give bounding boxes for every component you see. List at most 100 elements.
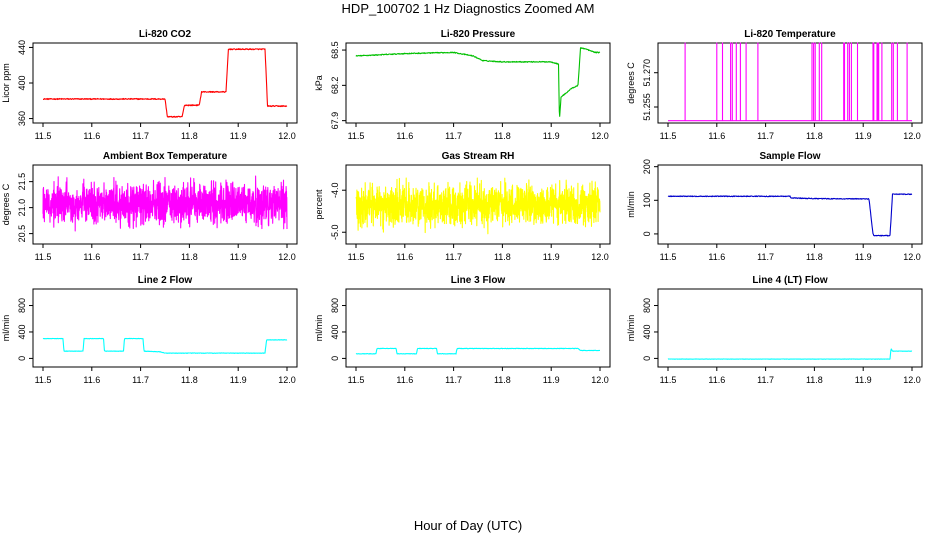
y-tick-label: 68.2 [330,77,340,95]
y-tick-label: 0 [642,356,652,361]
panel-title: Line 2 Flow [138,275,193,286]
series-line [42,337,288,354]
plot-frame [657,288,923,368]
y-tick-label: 51.255 [642,93,652,121]
series-line [667,42,913,122]
x-tick-label: 11.5 [348,131,365,141]
y-tick-label: 0 [642,231,652,236]
panel-title: Line 3 Flow [451,275,506,286]
x-tick-label: 11.5 [348,252,365,262]
x-tick-label: 11.5 [660,131,677,141]
y-axis-label: ml/min [626,315,636,342]
y-axis-label: ml/min [1,315,11,342]
x-tick-label: 11.6 [83,252,100,262]
panel-title: Li-820 Pressure [441,29,516,40]
x-tick-label: 12.0 [278,252,296,262]
panel-title: Line 4 (LT) Flow [752,275,828,286]
x-axis-label: Hour of Day (UTC) [413,518,523,533]
panel-7: Line 3 Flow ml/min 11.5 11.6 11.7 11.8 11.9 12.… [314,275,611,385]
y-axis-label: degrees C [626,62,636,104]
x-tick-label: 11.7 [445,375,462,385]
y-axis-label: ml/min [626,191,636,218]
y-axis-label: degrees C [1,183,11,225]
plot-frame [657,164,923,245]
x-tick-label: 11.9 [543,131,560,141]
x-tick-label: 11.7 [445,131,462,141]
plot-frame [345,288,611,368]
x-tick-label: 11.8 [494,375,511,385]
x-tick-label: 12.0 [278,375,296,385]
x-tick-label: 11.5 [660,375,677,385]
plot-frame [345,42,611,124]
y-tick-label: 400 [17,75,27,90]
y-tick-label: 67.9 [330,112,340,130]
y-tick-label: 400 [330,324,340,339]
x-tick-label: 11.6 [83,131,100,141]
x-tick-label: 11.7 [132,375,149,385]
panel-4: Gas Stream RH percent 11.5 11.6 11.7 11.8 11.9… [314,151,611,262]
x-tick-label: 12.0 [903,252,921,262]
x-tick-label: 12.0 [903,375,921,385]
x-tick-label: 11.6 [83,375,100,385]
plot-frame [345,164,611,245]
series-line [42,48,288,118]
x-tick-label: 11.6 [708,131,725,141]
panel-title: Ambient Box Temperature [103,151,228,162]
x-tick-label: 12.0 [591,131,609,141]
y-tick-label: 200 [642,159,652,174]
x-tick-label: 11.8 [181,375,198,385]
x-tick-label: 11.8 [494,252,511,262]
x-tick-label: 11.9 [543,375,560,385]
x-tick-label: 11.8 [181,131,198,141]
y-tick-label: -4.0 [330,182,340,198]
x-tick-label: 11.8 [806,375,823,385]
x-tick-label: 11.9 [855,131,872,141]
panel-1: Li-820 Pressure kPa 11.5 11.6 11.7 11.8 11.9 12… [314,29,611,141]
plot-frame [32,164,298,245]
page-title: HDP_100702 1 Hz Diagnostics Zoomed AM [341,1,595,16]
x-tick-label: 11.8 [806,252,823,262]
y-tick-label: 100 [642,193,652,208]
x-tick-label: 11.8 [181,252,198,262]
y-axis-label: Licor ppm [1,63,11,103]
panel-5: Sample Flow ml/min 11.5 11.6 11.7 11.8 11.9 12.… [626,151,923,262]
y-tick-label: 400 [642,324,652,339]
panel-title: Sample Flow [759,151,820,162]
x-tick-label: 11.7 [132,131,149,141]
x-tick-label: 11.7 [757,131,774,141]
x-tick-label: 12.0 [278,131,296,141]
y-tick-label: 440 [17,40,27,55]
y-tick-label: 800 [17,298,27,313]
x-tick-label: 12.0 [591,375,609,385]
x-tick-label: 11.9 [230,375,247,385]
y-tick-label: 51.270 [642,59,652,87]
x-tick-label: 11.7 [132,252,149,262]
x-tick-label: 11.6 [396,252,413,262]
y-tick-label: -5.0 [330,224,340,240]
y-tick-label: 400 [17,324,27,339]
panel-3: Ambient Box Temperature degrees C 11.5 11.6… [1,151,298,262]
x-tick-label: 11.5 [660,252,677,262]
panel-8: Line 4 (LT) Flow ml/min 11.5 11.6 11.7 11.8 11… [626,275,923,385]
x-tick-label: 11.7 [445,252,462,262]
x-tick-label: 11.8 [494,131,511,141]
y-tick-label: 21.5 [17,173,27,191]
x-tick-label: 12.0 [903,131,921,141]
x-tick-label: 12.0 [591,252,609,262]
y-tick-label: 0 [330,356,340,361]
x-tick-label: 11.9 [543,252,560,262]
y-axis-label: ml/min [314,315,324,342]
x-tick-label: 11.9 [230,252,247,262]
x-tick-label: 11.7 [757,252,774,262]
panel-0: Li-820 CO2 Licor ppm 11.5 11.6 11.7 11.8 11.9 1… [1,29,298,141]
y-tick-label: 360 [17,111,27,126]
x-tick-label: 11.6 [708,375,725,385]
x-tick-label: 11.6 [708,252,725,262]
x-tick-label: 11.5 [348,375,365,385]
x-tick-label: 11.7 [757,375,774,385]
y-tick-label: 0 [17,356,27,361]
x-tick-label: 11.5 [35,252,52,262]
plot-frame [32,42,298,124]
x-tick-label: 11.5 [35,375,52,385]
